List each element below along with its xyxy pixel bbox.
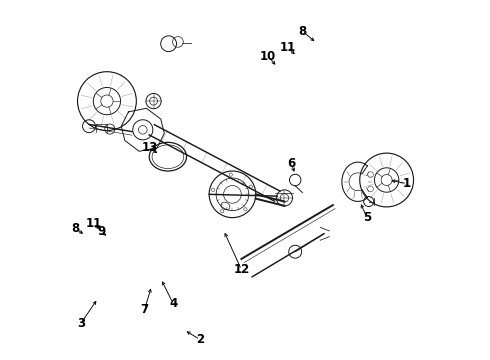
Text: 11: 11 (279, 41, 295, 54)
Text: 9: 9 (98, 225, 106, 238)
Text: 8: 8 (298, 25, 307, 38)
Text: 12: 12 (233, 263, 249, 276)
Text: 5: 5 (363, 211, 371, 224)
Text: 3: 3 (77, 317, 85, 330)
Text: 7: 7 (141, 303, 148, 316)
Text: 2: 2 (196, 333, 204, 346)
Text: 10: 10 (260, 50, 276, 63)
Text: 1: 1 (403, 177, 411, 190)
Text: 8: 8 (72, 222, 80, 235)
Text: 6: 6 (288, 157, 296, 170)
Text: 11: 11 (86, 217, 102, 230)
Text: 4: 4 (169, 297, 177, 310)
Text: 13: 13 (142, 141, 158, 154)
